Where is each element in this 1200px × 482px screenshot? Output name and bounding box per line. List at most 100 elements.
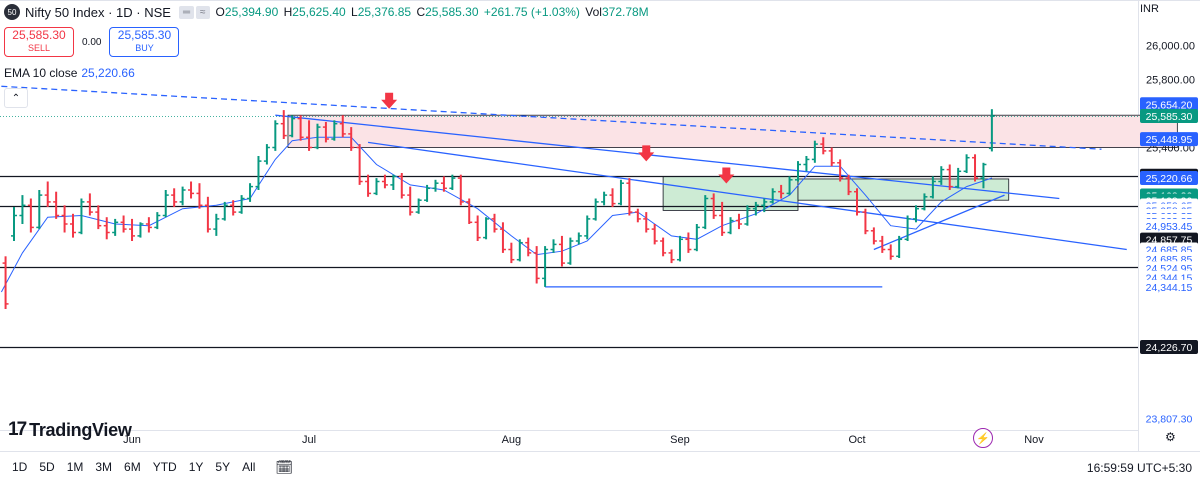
range-6m[interactable]: 6M	[124, 460, 141, 474]
ohlc-bar	[921, 193, 928, 211]
x-tick-label: Nov	[1024, 434, 1044, 446]
ohlc-bar	[854, 188, 860, 216]
ohlc-bar	[61, 205, 68, 233]
ohlc-bar	[786, 176, 793, 196]
ohlc-bar	[710, 193, 717, 219]
price-chart[interactable]: Jun Jul Aug Sep Oct Nov 26,000.00 25,800.00 25,4…	[0, 0, 1200, 451]
sell-price: 25,585.30	[12, 28, 66, 42]
ohlc-bar	[398, 173, 405, 199]
x-tick-label: Sep	[670, 434, 690, 446]
ohlc-bar	[896, 235, 903, 258]
range-5y[interactable]: 5Y	[215, 460, 231, 474]
ohlc-bar	[36, 190, 43, 230]
ohlc-bar	[592, 198, 599, 221]
trade-panel: 25,585.30 SELL 0.00 25,585.30 BUY	[4, 27, 180, 57]
volume-value: 372.78M	[601, 5, 649, 19]
sell-button[interactable]: 25,585.30 SELL	[4, 27, 74, 57]
symbol-title[interactable]: Nifty 50 Index · 1D · NSE	[25, 4, 171, 20]
ohlc-bar	[145, 217, 152, 233]
ohlc-bar	[247, 183, 254, 202]
buy-price: 25,585.30	[117, 28, 172, 42]
range-1d[interactable]: 1D	[12, 460, 28, 474]
ema10-line	[0, 136, 993, 293]
ohlc-bar	[879, 235, 886, 253]
ohlc-bar	[179, 186, 186, 206]
ohlc-bar	[516, 239, 523, 262]
ohlc-bar	[348, 127, 355, 151]
ohlc-bar	[120, 215, 127, 233]
range-1y[interactable]: 1Y	[188, 460, 204, 474]
price-tag: 24,226.70	[1140, 339, 1198, 354]
lightning-icon[interactable]: ⚡	[973, 428, 993, 448]
ema-legend[interactable]: EMA 10 close 25,220.66	[4, 66, 135, 80]
ohlc-bar	[668, 249, 675, 264]
price-tag: 23,807.30	[1140, 411, 1198, 426]
ohlc-bar	[432, 179, 439, 192]
range-ytd[interactable]: YTD	[152, 460, 177, 474]
ohlc-bar	[221, 201, 228, 221]
ohlc-bar	[381, 174, 388, 189]
collapse-chevron-icon[interactable]: ⌃	[4, 88, 28, 108]
range-all[interactable]: All	[242, 460, 256, 474]
ema-value: 25,220.66	[81, 66, 135, 80]
ohlc-bar	[946, 164, 953, 190]
minus-icon[interactable]: ═	[178, 5, 195, 19]
ohlc-bar	[676, 235, 683, 262]
price-tag: 24,953.45	[1140, 219, 1198, 234]
ohlc-bar	[651, 224, 658, 245]
ohlc-bar	[660, 237, 667, 257]
ohlc-bar	[457, 174, 464, 206]
october-rising-line	[873, 194, 1005, 251]
ohlc-bar	[550, 239, 557, 253]
range-3m[interactable]: 3M	[95, 460, 113, 474]
high-label: H	[283, 5, 293, 19]
ohlc-bar	[213, 213, 220, 236]
ohlc-bar	[103, 217, 110, 240]
ohlc-bar	[255, 156, 262, 190]
ohlc-bar	[70, 213, 77, 238]
ohlc-bar	[955, 167, 962, 189]
ohlc-bar	[491, 213, 498, 233]
ohlc-bar	[558, 235, 565, 267]
buy-button[interactable]: 25,585.30 BUY	[109, 27, 180, 57]
x-tick-label: Aug	[502, 434, 522, 446]
spread-value: 0.00	[82, 36, 102, 48]
calendar-icon[interactable]: 🗓	[275, 458, 294, 475]
ohlc-bar	[424, 184, 431, 202]
ohlc-bar	[137, 222, 144, 238]
ohlc-bar	[44, 181, 51, 207]
ohlc-bar	[870, 227, 877, 245]
ohlc-bar	[643, 212, 650, 233]
settings-gear-icon[interactable]: ⚙	[1165, 430, 1176, 444]
ohlc-bar	[862, 208, 869, 235]
ohlc-bar	[129, 218, 136, 241]
open-value: 25,394.90	[224, 5, 279, 19]
ohlc-bar	[188, 181, 195, 199]
close-value: 25,585.30	[425, 5, 479, 19]
ohlc-bar	[339, 115, 346, 138]
ohlc-bar	[19, 195, 26, 224]
resistance-zone	[287, 114, 1178, 148]
ohlc-bar	[769, 188, 776, 204]
ohlc-bar	[988, 109, 995, 152]
ohlc-bar	[78, 198, 85, 235]
ohlc-bar	[963, 154, 970, 173]
volume-label: Vol	[585, 5, 602, 19]
bottom-toolbar: 1D 5D 1M 3M 6M YTD 1Y 5Y All 🗓 16:59:59 …	[0, 451, 1200, 482]
y-tick-label: 25,800.00	[1146, 75, 1195, 87]
svg-text:25,585.30: 25,585.30	[1146, 111, 1193, 123]
currency-label[interactable]: INR	[1140, 3, 1159, 15]
svg-text:25,220.66: 25,220.66	[1146, 173, 1193, 185]
range-5d[interactable]: 5D	[39, 460, 55, 474]
ohlc-bar	[617, 179, 624, 206]
ohlc-bar	[761, 198, 768, 213]
ohlc-bar	[196, 183, 203, 209]
ohlc-bar	[542, 246, 549, 287]
range-1m[interactable]: 1M	[66, 460, 84, 474]
ohlc-bar	[980, 162, 987, 189]
wave-icon[interactable]: ≈	[196, 5, 210, 19]
ohlc-bar	[27, 198, 34, 233]
symbol-badge[interactable]: 50	[4, 4, 20, 20]
clock-readout[interactable]: 16:59:59 UTC+5:30	[1086, 461, 1192, 475]
ohlc-bar	[778, 184, 785, 199]
